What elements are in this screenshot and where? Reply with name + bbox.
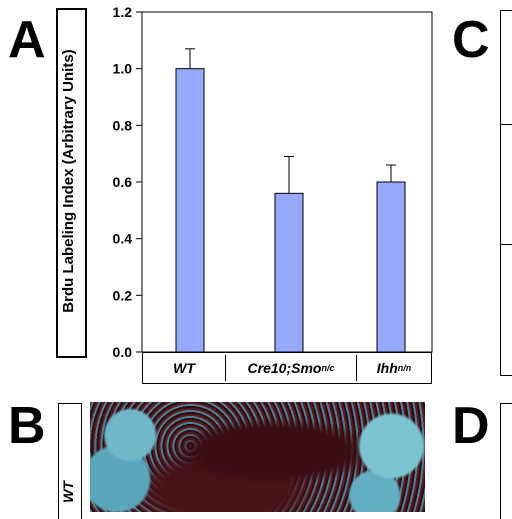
panel-a-letter: A [8,11,46,69]
panel-b-letter: B [8,397,46,455]
category-label-cre10-smo: Cre10;Smo n/c [247,360,335,376]
category-label-ihh: Ihh n/n [376,360,412,376]
micrograph-side-label: WT [60,481,76,503]
histology-micrograph [90,402,425,512]
bar-chart: 0.0 0.2 0.4 0.6 0.8 1.0 1.2 [113,4,433,360]
y-tick-label: 0.8 [113,117,133,133]
bar [376,181,406,353]
y-tick-label: 0.2 [113,287,133,303]
y-tick-label: 1.2 [113,4,133,20]
y-tick-label: 1.0 [113,61,133,77]
category-divider [356,355,357,381]
micrograph-label-box [58,403,82,519]
y-tick-label: 0.0 [113,344,133,360]
panel-c-frame [500,10,512,376]
panel-d-letter: D [452,397,490,455]
bar [175,68,205,353]
bar [274,192,304,353]
panel-d-frame [500,403,512,519]
y-tick-label: 0.6 [113,174,133,190]
panel-c-letter: C [452,11,490,69]
category-divider [225,355,226,381]
panel-c-divider [500,244,512,245]
y-tick-label: 0.4 [113,231,133,247]
y-axis-label-box [56,8,87,358]
category-label-wt: WT [173,360,195,376]
category-label-box: WT Cre10;Smo n/c Ihh n/n [142,352,432,384]
panel-c-divider [500,124,512,125]
